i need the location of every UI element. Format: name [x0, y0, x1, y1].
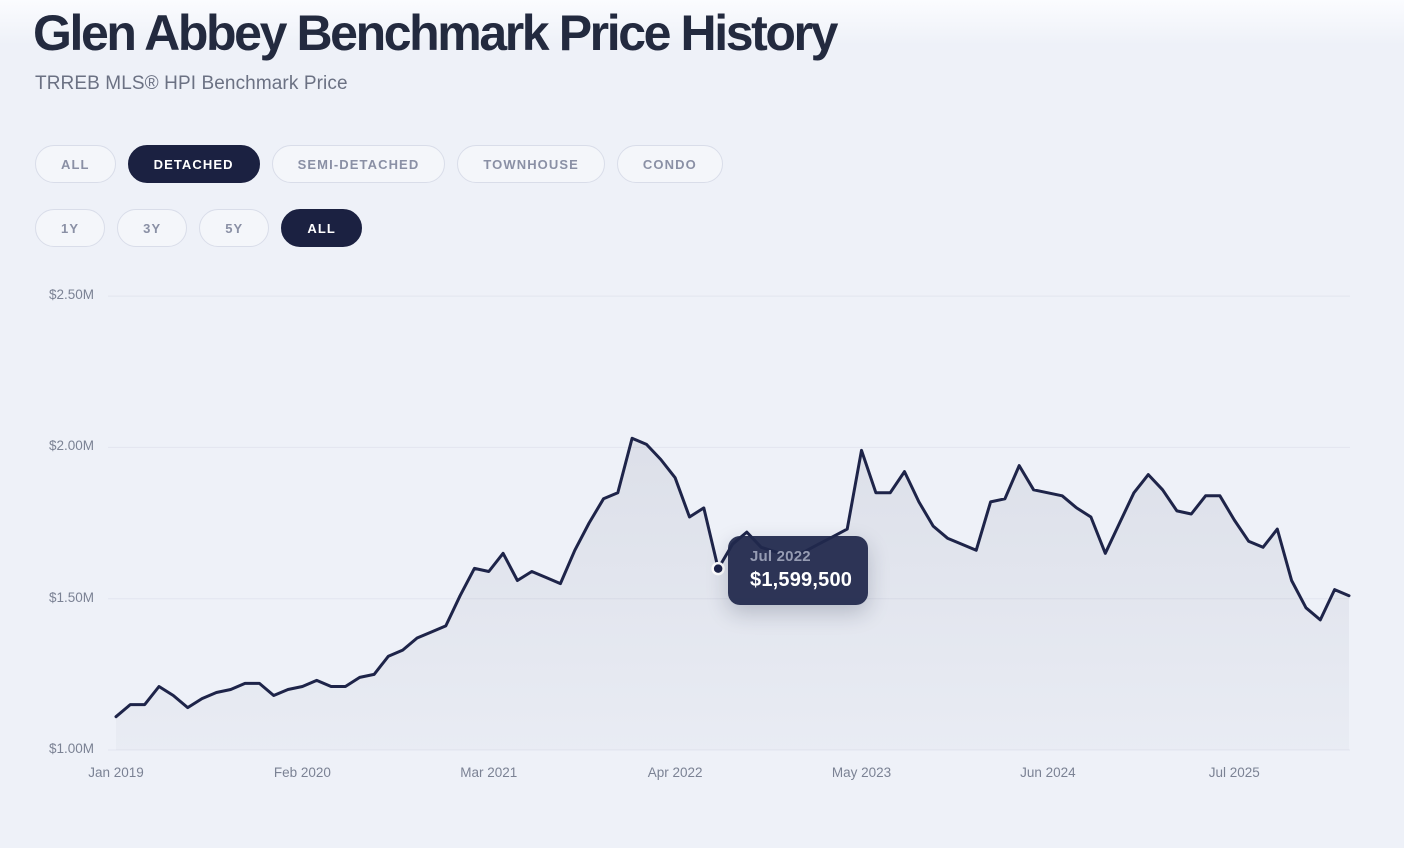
filter-condo[interactable]: CONDO — [616, 145, 723, 183]
y-tick-label: $2.50M — [48, 287, 94, 303]
tooltip-value: $1,599,500 — [750, 569, 853, 591]
page-subtitle: TRREB MLS® HPI Benchmark Price — [35, 73, 348, 94]
y-tick-label: $1.00M — [48, 741, 94, 756]
x-tick-label: Jan 2019 — [88, 765, 144, 780]
filter-townhouse[interactable]: TOWNHOUSE — [457, 145, 605, 183]
x-tick-label: May 2023 — [831, 765, 892, 780]
x-tick-label: Feb 2020 — [273, 765, 331, 780]
filter-semi-detached[interactable]: SEMI-DETACHED — [271, 145, 446, 183]
filter-all[interactable]: ALL — [35, 145, 116, 183]
x-tick-label: Jun 2024 — [1020, 765, 1076, 780]
range-3y[interactable]: 3Y — [117, 209, 188, 247]
highlighted-point-marker — [711, 561, 725, 576]
y-tick-label: $1.50M — [48, 589, 94, 605]
chart-plot-area[interactable] — [108, 290, 1350, 750]
property-type-filters: ALL DETACHED SEMI-DETACHED TOWNHOUSE CONDO — [35, 145, 723, 183]
range-all[interactable]: ALL — [281, 209, 362, 247]
time-range-filters: 1Y 3Y 5Y ALL — [35, 209, 362, 247]
chart-tooltip: Jul 2022 $1,599,500 — [728, 536, 868, 605]
y-tick-label: $2.00M — [48, 438, 94, 454]
range-1y[interactable]: 1Y — [35, 209, 106, 247]
x-tick-label: Jul 2025 — [1208, 765, 1260, 780]
range-5y[interactable]: 5Y — [199, 209, 270, 247]
page-title: Glen Abbey Benchmark Price History — [33, 5, 838, 61]
x-tick-label: Apr 2022 — [647, 765, 703, 780]
tooltip-date: Jul 2022 — [750, 548, 811, 565]
x-tick-label: Mar 2021 — [460, 765, 518, 780]
filter-detached[interactable]: DETACHED — [127, 145, 260, 183]
